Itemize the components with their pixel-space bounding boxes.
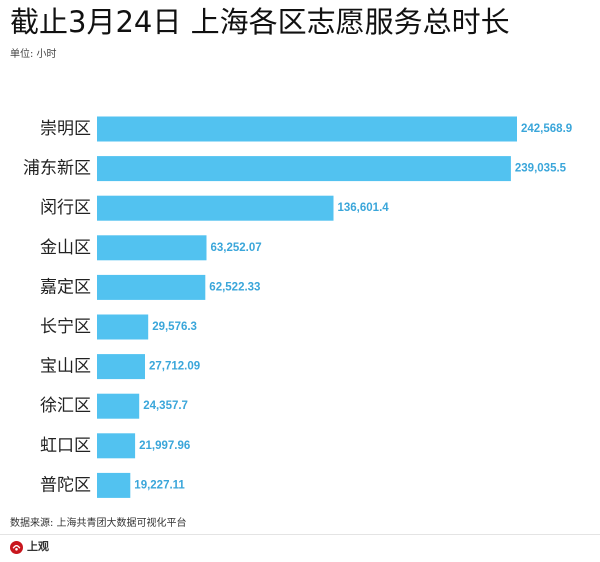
bar-row: 长宁区 29,576.3 — [40, 314, 197, 340]
category-label: 浦东新区 — [23, 159, 91, 179]
data-label: 24,357.7 — [143, 400, 188, 412]
category-label: 闵行区 — [40, 198, 91, 218]
data-label: 21,997.96 — [139, 440, 190, 452]
bar — [97, 195, 334, 221]
category-label: 宝山区 — [40, 357, 91, 377]
data-label: 239,035.5 — [515, 163, 567, 175]
bar-row: 嘉定区 62,522.33 — [40, 274, 260, 300]
bar-row: 崇明区 242,568.9 — [40, 116, 572, 142]
category-label: 金山区 — [40, 238, 91, 258]
bar-row: 普陀区 19,227.11 — [40, 472, 185, 498]
data-label: 29,576.3 — [152, 321, 197, 333]
chart-title: 截止3月24日 上海各区志愿服务总时长 — [10, 5, 510, 39]
category-label: 嘉定区 — [40, 277, 91, 297]
bar — [97, 274, 206, 300]
bar-row: 徐汇区 24,357.7 — [40, 393, 188, 419]
data-label: 19,227.11 — [134, 479, 185, 491]
data-label: 27,712.09 — [149, 361, 200, 373]
bar-chart: 崇明区 242,568.9 浦东新区 239,035.5 闵行区 136,601.4 金山区… — [23, 116, 572, 498]
category-label: 长宁区 — [40, 317, 91, 337]
chart-subtitle: 单位: 小时 — [10, 49, 57, 60]
shanghai-observer-logo-icon — [10, 540, 23, 554]
category-label: 普陀区 — [40, 475, 91, 495]
footer-divider — [0, 534, 600, 535]
bar — [97, 116, 517, 142]
bar-row: 金山区 63,252.07 — [40, 235, 262, 261]
bar — [97, 314, 149, 340]
category-label: 崇明区 — [40, 119, 91, 139]
bar-row: 浦东新区 239,035.5 — [23, 156, 567, 182]
bar-row: 虹口区 21,997.96 — [40, 433, 190, 459]
data-source: 数据来源: 上海共青团大数据可视化平台 — [10, 518, 187, 529]
data-label: 62,522.33 — [209, 281, 260, 293]
bar — [97, 354, 145, 380]
bar — [97, 393, 140, 419]
data-label: 136,601.4 — [338, 202, 390, 214]
category-label: 虹口区 — [40, 436, 91, 456]
data-label: 63,252.07 — [211, 242, 262, 254]
category-label: 徐汇区 — [40, 396, 91, 416]
bar-row: 宝山区 27,712.09 — [40, 354, 200, 380]
bar — [97, 472, 131, 498]
bar — [97, 433, 136, 459]
bar — [97, 235, 207, 261]
bar-row: 闵行区 136,601.4 — [40, 195, 390, 221]
publisher-logo: 上观 — [10, 540, 49, 554]
logo-text: 上观 — [27, 540, 49, 553]
data-label: 242,568.9 — [521, 123, 572, 135]
bar — [97, 156, 511, 182]
